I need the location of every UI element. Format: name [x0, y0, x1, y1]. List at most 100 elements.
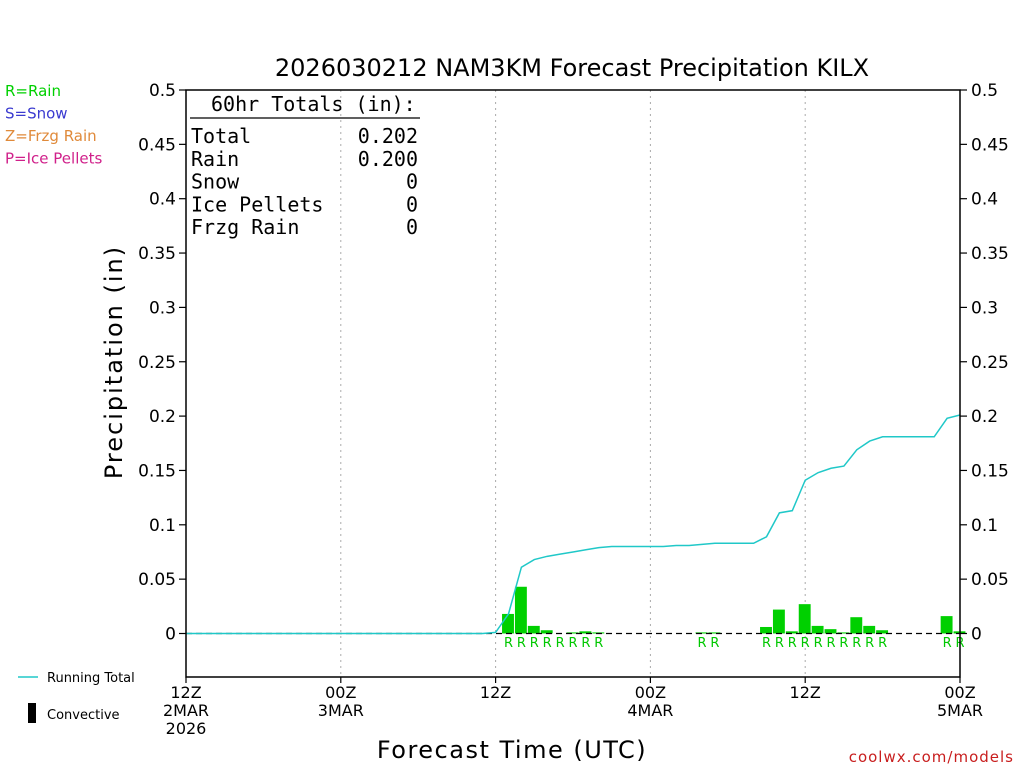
- ptype-marker: R: [556, 636, 565, 651]
- convective-swatch: [28, 703, 36, 723]
- ptype-marker: R: [697, 636, 706, 651]
- ptype-marker: R: [826, 636, 835, 651]
- y-tick-label: 0.15: [971, 461, 1009, 481]
- ptype-marker: R: [839, 636, 848, 651]
- ptype-marker: R: [943, 636, 952, 651]
- ptype-marker: R: [581, 636, 590, 651]
- y-tick-label: 0.3: [149, 298, 176, 318]
- precip-bar: [772, 609, 785, 634]
- totals-box: 60hr Totals (in): Total 0.202 Rain 0.200 Sno…: [190, 92, 420, 239]
- totals-rows: Total 0.202 Rain 0.200 Snow 0 Ice Pellets 0 Frzg…: [191, 124, 418, 239]
- x-tick-label: 5MAR: [937, 701, 983, 720]
- precip-bar: [708, 632, 721, 634]
- ptype-marker: R: [788, 636, 797, 651]
- totals-label: Total: [191, 124, 251, 148]
- y-tick-label: 0.25: [138, 353, 176, 373]
- precip-bar: [502, 613, 514, 634]
- y-tick-label: 0.3: [971, 298, 998, 318]
- x-tick-label: 12Z: [170, 683, 201, 702]
- y-tick-label: 0.15: [138, 461, 176, 481]
- precip-bar: [566, 632, 579, 634]
- y-tick-label: 0.2: [971, 407, 998, 427]
- x-tick-label: 00Z: [635, 683, 666, 702]
- precip-bar: [785, 631, 798, 634]
- x-tick-label: 4MAR: [627, 701, 673, 720]
- precip-bar: [876, 630, 889, 634]
- y-tick-label: 0: [971, 625, 982, 645]
- precip-bars: [502, 586, 966, 634]
- ptype-marker: R: [801, 636, 810, 651]
- precip-bar: [579, 631, 592, 634]
- y-tick-label: 0.4: [149, 190, 176, 210]
- vertical-gridlines: [340, 90, 806, 677]
- x-tick-label: 12Z: [790, 683, 821, 702]
- y-tick-label: 0: [165, 625, 176, 645]
- y-tick-label: 0.05: [138, 570, 176, 590]
- y-tick-label: 0.1: [971, 516, 998, 536]
- convective-label: Convective: [47, 708, 120, 723]
- ptype-marker: R: [762, 636, 771, 651]
- chart-title: 2026030212 NAM3KM Forecast Precipitation…: [275, 54, 869, 82]
- x-axis-title: Forecast Time (UTC): [377, 736, 647, 764]
- totals-label: Frzg Rain: [191, 215, 299, 239]
- y-tick-label: 0.45: [971, 135, 1009, 155]
- ptype-marker: R: [517, 636, 526, 651]
- ptype-marker: R: [543, 636, 552, 651]
- credit-text: coolwx.com/models: [849, 748, 1014, 766]
- y-tick-label: 0.35: [138, 244, 176, 264]
- x-tick-label: 3MAR: [318, 701, 364, 720]
- precip-bar: [811, 625, 824, 634]
- ptype-legend-item: R=Rain: [5, 82, 61, 100]
- running-total-line: [186, 414, 961, 635]
- x-tick-label: 00Z: [325, 683, 356, 702]
- ptype-marker: R: [568, 636, 577, 651]
- totals-value: 0.200: [358, 147, 418, 171]
- totals-label: Snow: [191, 170, 240, 194]
- ptype-marker: R: [878, 636, 887, 651]
- totals-value: 0: [406, 192, 418, 216]
- ptype-legend: R=Rain S=Snow Z=Frzg Rain P=Ice Pellets: [5, 82, 102, 168]
- y-tick-label: 0.35: [971, 244, 1009, 264]
- x-tick-label: 12Z: [480, 683, 511, 702]
- totals-value: 0: [406, 170, 418, 194]
- x-tick-label: 2026: [166, 719, 207, 738]
- precip-bar: [824, 629, 837, 634]
- x-tick-label: 00Z: [944, 683, 975, 702]
- precip-bar: [514, 586, 527, 634]
- precip-bar: [760, 626, 772, 634]
- y-tick-label: 0.5: [149, 81, 176, 101]
- precip-bar: [527, 625, 540, 634]
- ptype-marker: R: [530, 636, 539, 651]
- totals-value: 0: [406, 215, 418, 239]
- precip-bar: [850, 617, 863, 634]
- y-tick-label: 0.4: [971, 190, 998, 210]
- ptype-marker: R: [814, 636, 823, 651]
- y-axis-right: 0 0.05 0.1 0.15 0.2 0.25 0.3 0.35 0.4 0.45 0.5: [960, 81, 1009, 645]
- y-axis-left: 0 0.05 0.1 0.15 0.2 0.25 0.3 0.35 0.4 0.45 0.5: [138, 81, 186, 645]
- ptype-marker: R: [865, 636, 874, 651]
- precip-bar: [837, 632, 850, 634]
- y-tick-label: 0.25: [971, 353, 1009, 373]
- totals-label: Ice Pellets: [191, 192, 323, 216]
- y-tick-label: 0.45: [138, 135, 176, 155]
- y-axis-title: Precipitation (in): [100, 245, 128, 479]
- ptype-marker: R: [852, 636, 861, 651]
- ptype-legend-item: Z=Frzg Rain: [5, 127, 97, 145]
- x-tick-label: 2MAR: [163, 701, 209, 720]
- series-legend: Running Total Convective: [18, 671, 135, 723]
- precip-bar: [540, 630, 553, 634]
- ptype-marker: R: [594, 636, 603, 651]
- y-tick-label: 0.05: [971, 570, 1009, 590]
- ptype-legend-item: S=Snow: [5, 105, 68, 123]
- ptype-marker: R: [710, 636, 719, 651]
- ptype-marker: R: [504, 636, 513, 651]
- plot-frame: [185, 89, 961, 678]
- y-tick-label: 0.5: [971, 81, 998, 101]
- precip-bar: [863, 625, 876, 634]
- precip-bar: [940, 616, 953, 634]
- precip-bar: [798, 604, 811, 634]
- y-tick-label: 0.2: [149, 407, 176, 427]
